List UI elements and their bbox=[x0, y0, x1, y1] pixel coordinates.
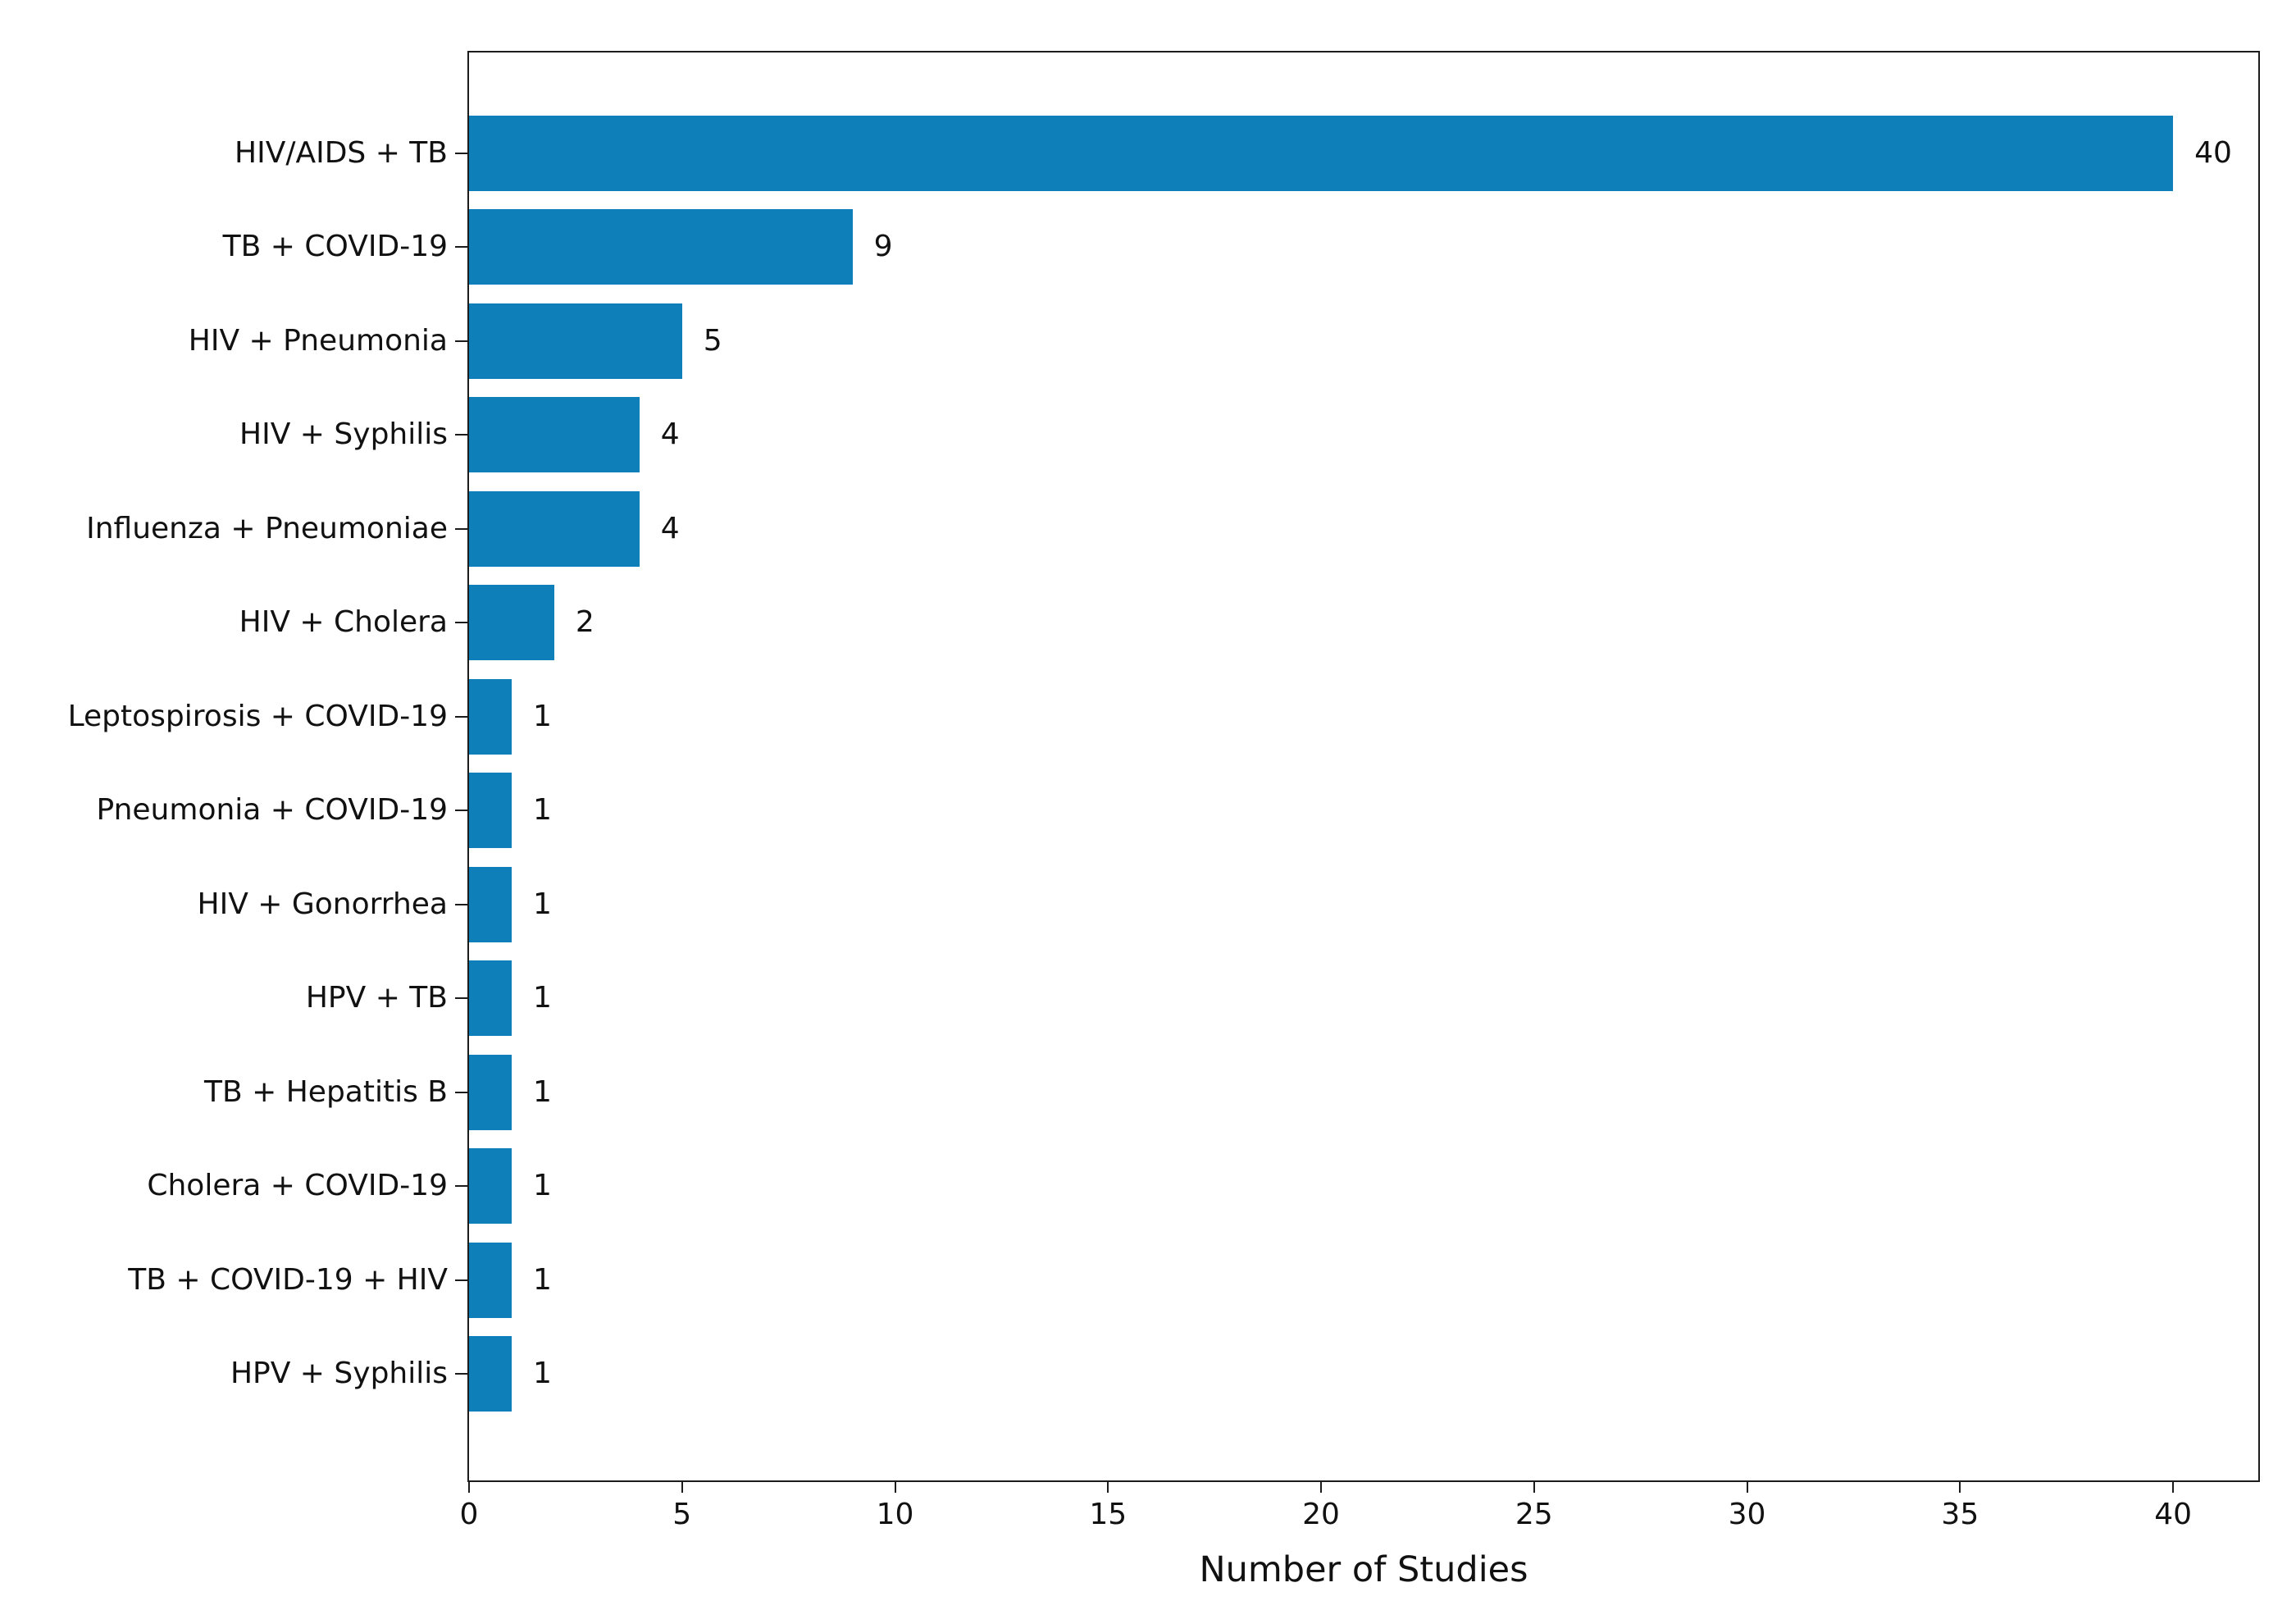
bar bbox=[469, 209, 853, 285]
bar-value-label: 40 bbox=[2194, 136, 2232, 170]
bar bbox=[469, 866, 512, 942]
x-axis-label: Number of Studies bbox=[1199, 1549, 1528, 1590]
bar bbox=[469, 1148, 512, 1225]
x-tick-label: 15 bbox=[1089, 1498, 1128, 1531]
y-tick-mark bbox=[455, 997, 467, 1000]
bar-value-label: 2 bbox=[575, 605, 594, 640]
y-tick-mark bbox=[455, 622, 467, 624]
bar bbox=[469, 1054, 512, 1130]
y-tick-mark bbox=[455, 340, 467, 342]
bar-value-label: 1 bbox=[532, 1357, 552, 1390]
x-tick-mark bbox=[2172, 1480, 2175, 1493]
y-tick-label: Pneumonia + COVID-19 bbox=[96, 793, 448, 828]
y-tick-mark bbox=[455, 810, 467, 812]
x-tick-mark bbox=[1107, 1480, 1109, 1493]
bar-value-label: 1 bbox=[532, 699, 552, 733]
x-tick-label: 10 bbox=[876, 1498, 914, 1531]
y-tick-mark bbox=[455, 1279, 467, 1281]
x-tick-label: 25 bbox=[1515, 1498, 1553, 1531]
y-tick-label: TB + COVID-19 + HIV bbox=[128, 1262, 448, 1297]
y-tick-label: TB + Hepatitis B bbox=[204, 1074, 448, 1109]
y-tick-label: HIV + Gonorrhea bbox=[197, 887, 449, 921]
y-tick-label: HPV + TB bbox=[305, 981, 448, 1015]
bar-value-label: 1 bbox=[532, 1262, 552, 1297]
bar-value-label: 1 bbox=[532, 1169, 552, 1203]
y-tick-label: Cholera + COVID-19 bbox=[147, 1169, 448, 1203]
x-tick-mark bbox=[894, 1480, 896, 1493]
y-tick-label: HIV + Cholera bbox=[239, 605, 448, 640]
bar-value-label: 4 bbox=[660, 417, 680, 452]
bar bbox=[469, 678, 512, 755]
y-tick-mark bbox=[455, 246, 467, 249]
x-tick-label: 35 bbox=[1941, 1498, 1979, 1531]
bar-value-label: 1 bbox=[532, 1074, 552, 1109]
y-tick-mark bbox=[455, 153, 467, 154]
x-tick-mark bbox=[681, 1480, 683, 1493]
x-tick-label: 40 bbox=[2154, 1498, 2192, 1531]
x-tick-label: 20 bbox=[1302, 1498, 1340, 1531]
y-tick-label: HIV + Syphilis bbox=[239, 417, 448, 452]
y-tick-mark bbox=[455, 527, 467, 530]
bar bbox=[469, 1242, 512, 1318]
x-tick-label: 30 bbox=[1728, 1498, 1766, 1531]
x-tick-mark bbox=[1746, 1480, 1748, 1493]
y-tick-mark bbox=[455, 715, 467, 718]
x-tick-mark bbox=[1959, 1480, 1961, 1493]
bar bbox=[469, 585, 554, 661]
x-tick-mark bbox=[1533, 1480, 1535, 1493]
bar-value-label: 9 bbox=[873, 230, 893, 264]
y-tick-mark bbox=[455, 1373, 467, 1375]
y-tick-mark bbox=[455, 1185, 467, 1188]
x-tick-label: 0 bbox=[459, 1498, 479, 1531]
x-tick-mark bbox=[468, 1480, 470, 1493]
y-tick-label: HIV/AIDS + TB bbox=[235, 136, 448, 170]
plot-area: Number of Studies 40 HIV/AIDS + TB 9 TB + C… bbox=[68, 51, 2260, 1588]
y-tick-label: HPV + Syphilis bbox=[230, 1357, 448, 1390]
x-tick-mark bbox=[1320, 1480, 1323, 1493]
y-tick-mark bbox=[455, 434, 467, 436]
y-tick-mark bbox=[455, 903, 467, 905]
bar bbox=[469, 490, 640, 567]
bar bbox=[469, 397, 640, 473]
x-tick-label: 5 bbox=[672, 1498, 692, 1531]
bar-value-label: 1 bbox=[532, 793, 552, 828]
bar-value-label: 1 bbox=[532, 981, 552, 1015]
y-tick-label: Leptospirosis + COVID-19 bbox=[67, 699, 448, 733]
bar-value-label: 1 bbox=[532, 887, 552, 921]
y-tick-mark bbox=[455, 1091, 467, 1093]
y-tick-label: HIV + Pneumonia bbox=[188, 323, 448, 358]
bar bbox=[469, 773, 512, 849]
bar bbox=[469, 116, 2174, 191]
bar-value-label: 4 bbox=[660, 511, 680, 545]
bar bbox=[469, 960, 512, 1037]
bar bbox=[469, 303, 682, 379]
y-tick-label: TB + COVID-19 bbox=[222, 230, 448, 264]
bar bbox=[469, 1336, 512, 1412]
bar-value-label: 5 bbox=[703, 323, 722, 358]
y-tick-label: Influenza + Pneumoniae bbox=[86, 511, 448, 545]
